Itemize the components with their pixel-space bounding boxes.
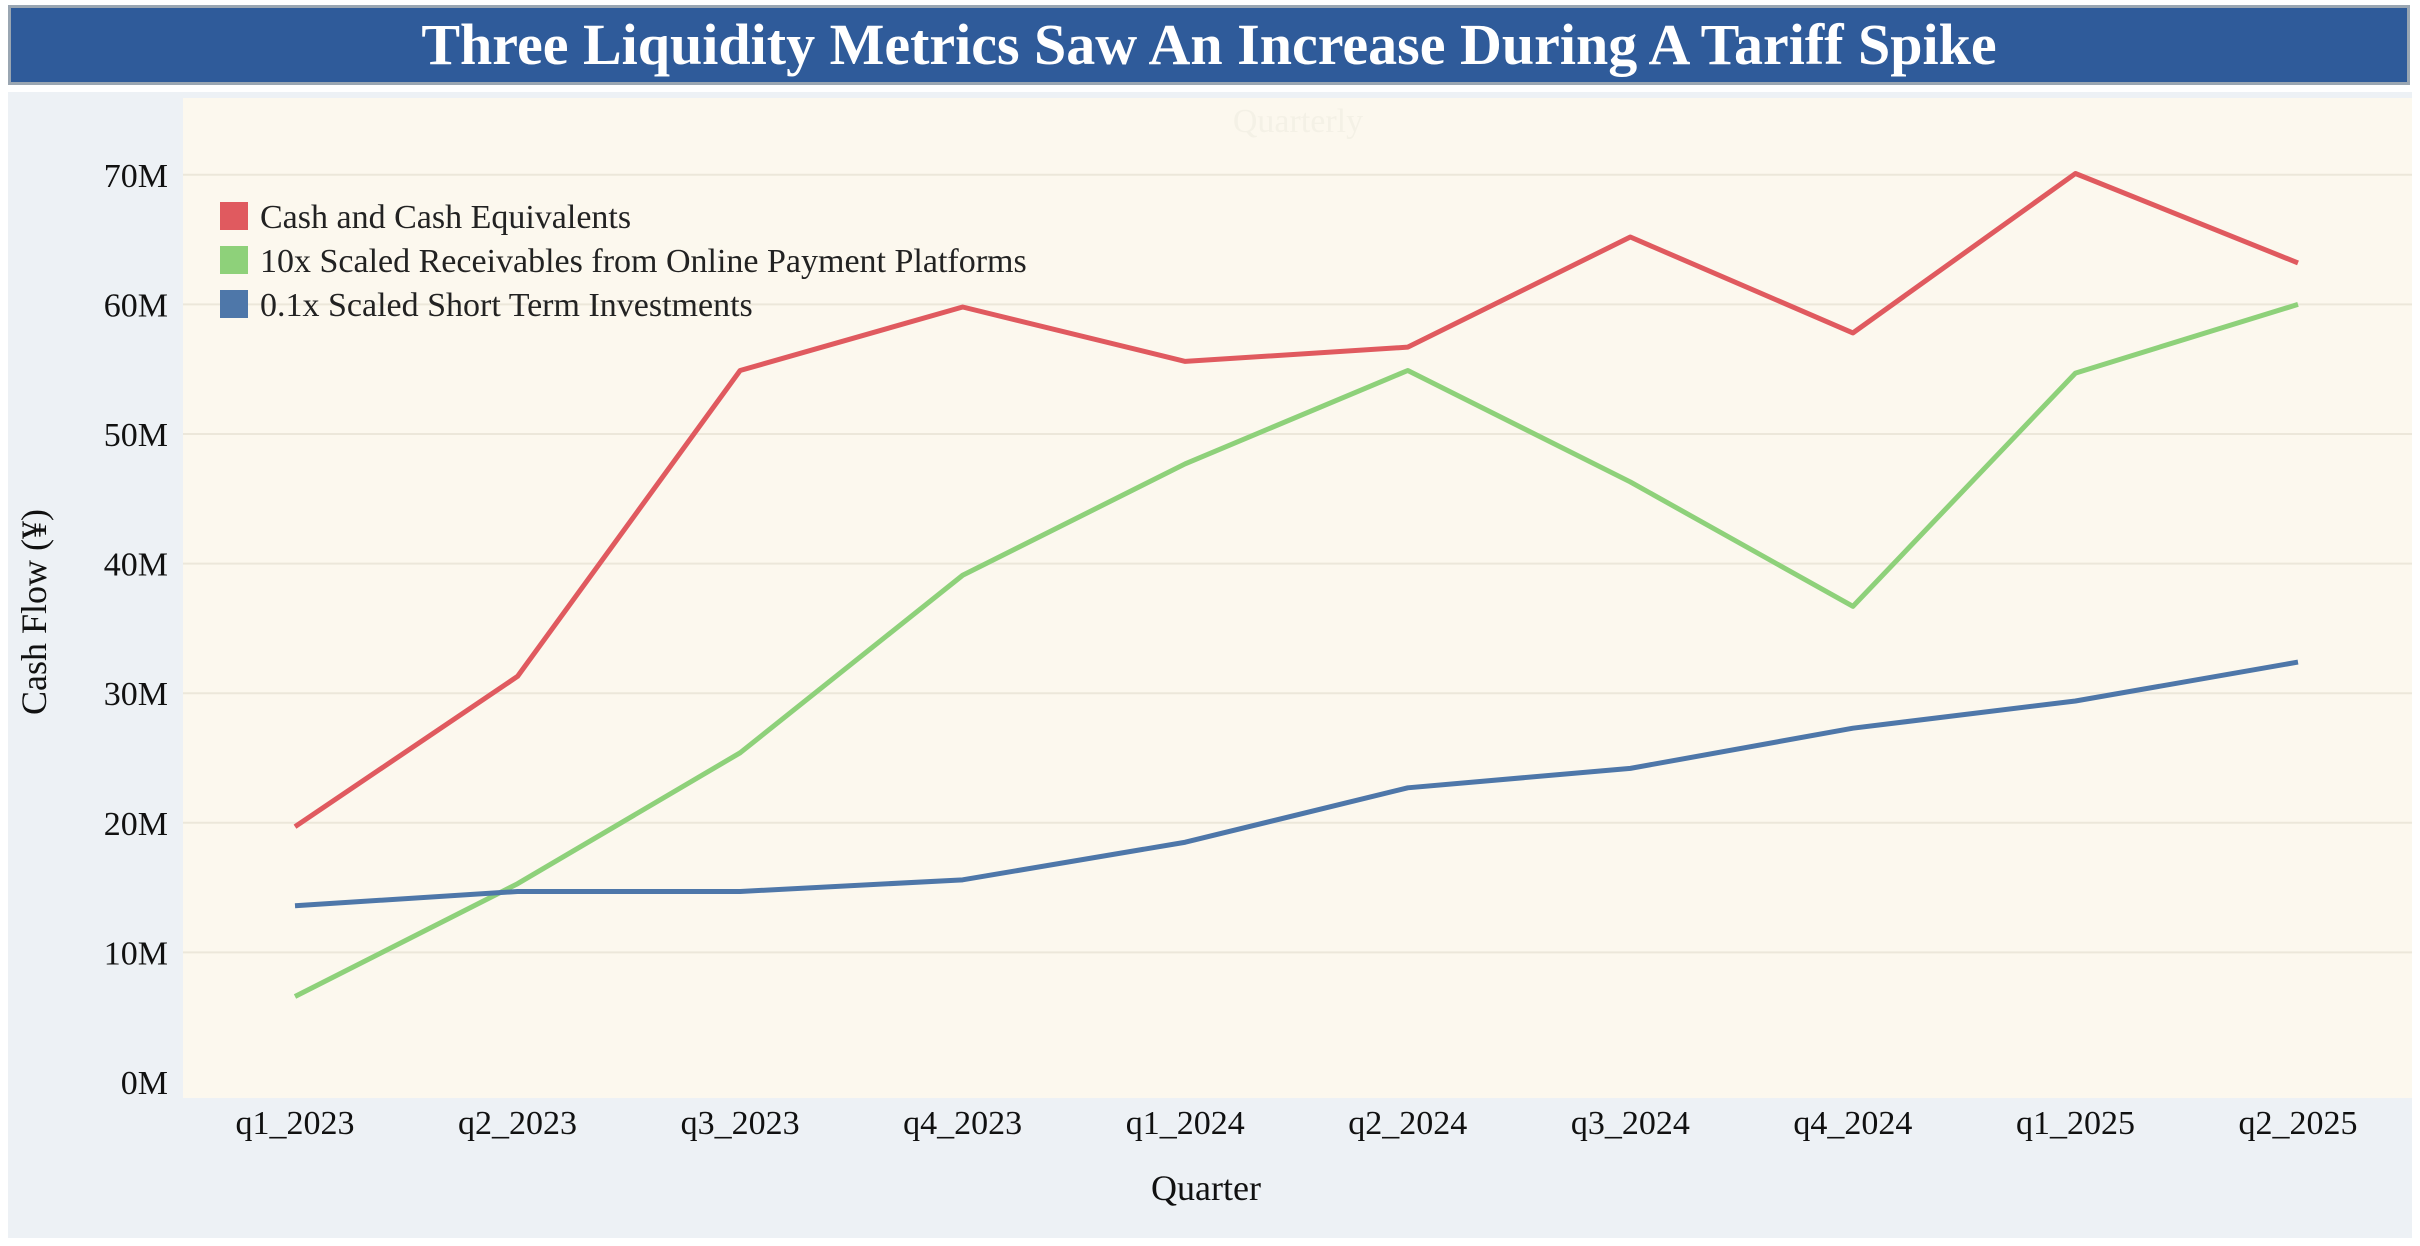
gridlines	[183, 173, 2412, 954]
x-tick-label: q1_2024	[1126, 1105, 1245, 1142]
y-tick-label: 60M	[104, 287, 168, 324]
x-axis-title: Quarter	[1151, 1168, 1261, 1208]
y-tick-label: 40M	[104, 547, 168, 584]
legend-swatch	[220, 202, 248, 230]
chart-subtitle: Quarterly	[1233, 103, 1363, 140]
chart-title: Three Liquidity Metrics Saw An Increase …	[8, 5, 2410, 85]
series-line-2	[293, 302, 2299, 999]
subtitle-strip	[183, 98, 2412, 144]
x-tick-label: q2_2023	[458, 1105, 577, 1142]
plot-area	[183, 98, 2412, 1098]
y-tick-label: 30M	[104, 676, 168, 713]
x-tick-label: q2_2025	[2239, 1105, 2358, 1142]
series-line-3	[294, 659, 2299, 909]
legend-label: Cash and Cash Equivalents	[260, 199, 631, 236]
x-tick-label: q3_2023	[681, 1105, 800, 1142]
x-tick-label: q1_2025	[2016, 1105, 2135, 1142]
x-tick-label: q3_2024	[1571, 1105, 1690, 1142]
legend-label: 10x Scaled Receivables from Online Payme…	[260, 243, 1027, 280]
series-line-1	[293, 171, 2299, 829]
legend: Cash and Cash Equivalents 10x Scaled Rece…	[220, 199, 1027, 324]
series-lines	[293, 171, 2299, 999]
y-axis-ticks: 0M 10M 20M 30M 40M 50M 60M 70M	[104, 158, 168, 1102]
y-tick-label: 50M	[104, 417, 168, 454]
legend-label: 0.1x Scaled Short Term Investments	[260, 287, 753, 324]
y-tick-label: 10M	[104, 935, 168, 972]
x-tick-label: q1_2023	[236, 1105, 355, 1142]
x-tick-label: q2_2024	[1348, 1105, 1467, 1142]
line-chart: Quarterly 0M 10M 20M 30M 40M 50M 60M 70M q1_202…	[14, 98, 2412, 1208]
x-axis-ticks: q1_2023 q2_2023 q3_2023 q4_2023 q1_2024 q2_20…	[236, 1105, 2358, 1142]
y-axis-title: Cash Flow (¥)	[14, 509, 54, 715]
legend-swatch	[220, 290, 248, 318]
x-tick-label: q4_2023	[903, 1105, 1022, 1142]
legend-swatch	[220, 246, 248, 274]
y-tick-label: 0M	[121, 1065, 168, 1102]
y-tick-label: 20M	[104, 806, 168, 843]
chart-frame: Quarterly 0M 10M 20M 30M 40M 50M 60M 70M q1_202…	[8, 92, 2412, 1238]
x-tick-label: q4_2024	[1793, 1105, 1912, 1142]
y-tick-label: 70M	[104, 158, 168, 195]
